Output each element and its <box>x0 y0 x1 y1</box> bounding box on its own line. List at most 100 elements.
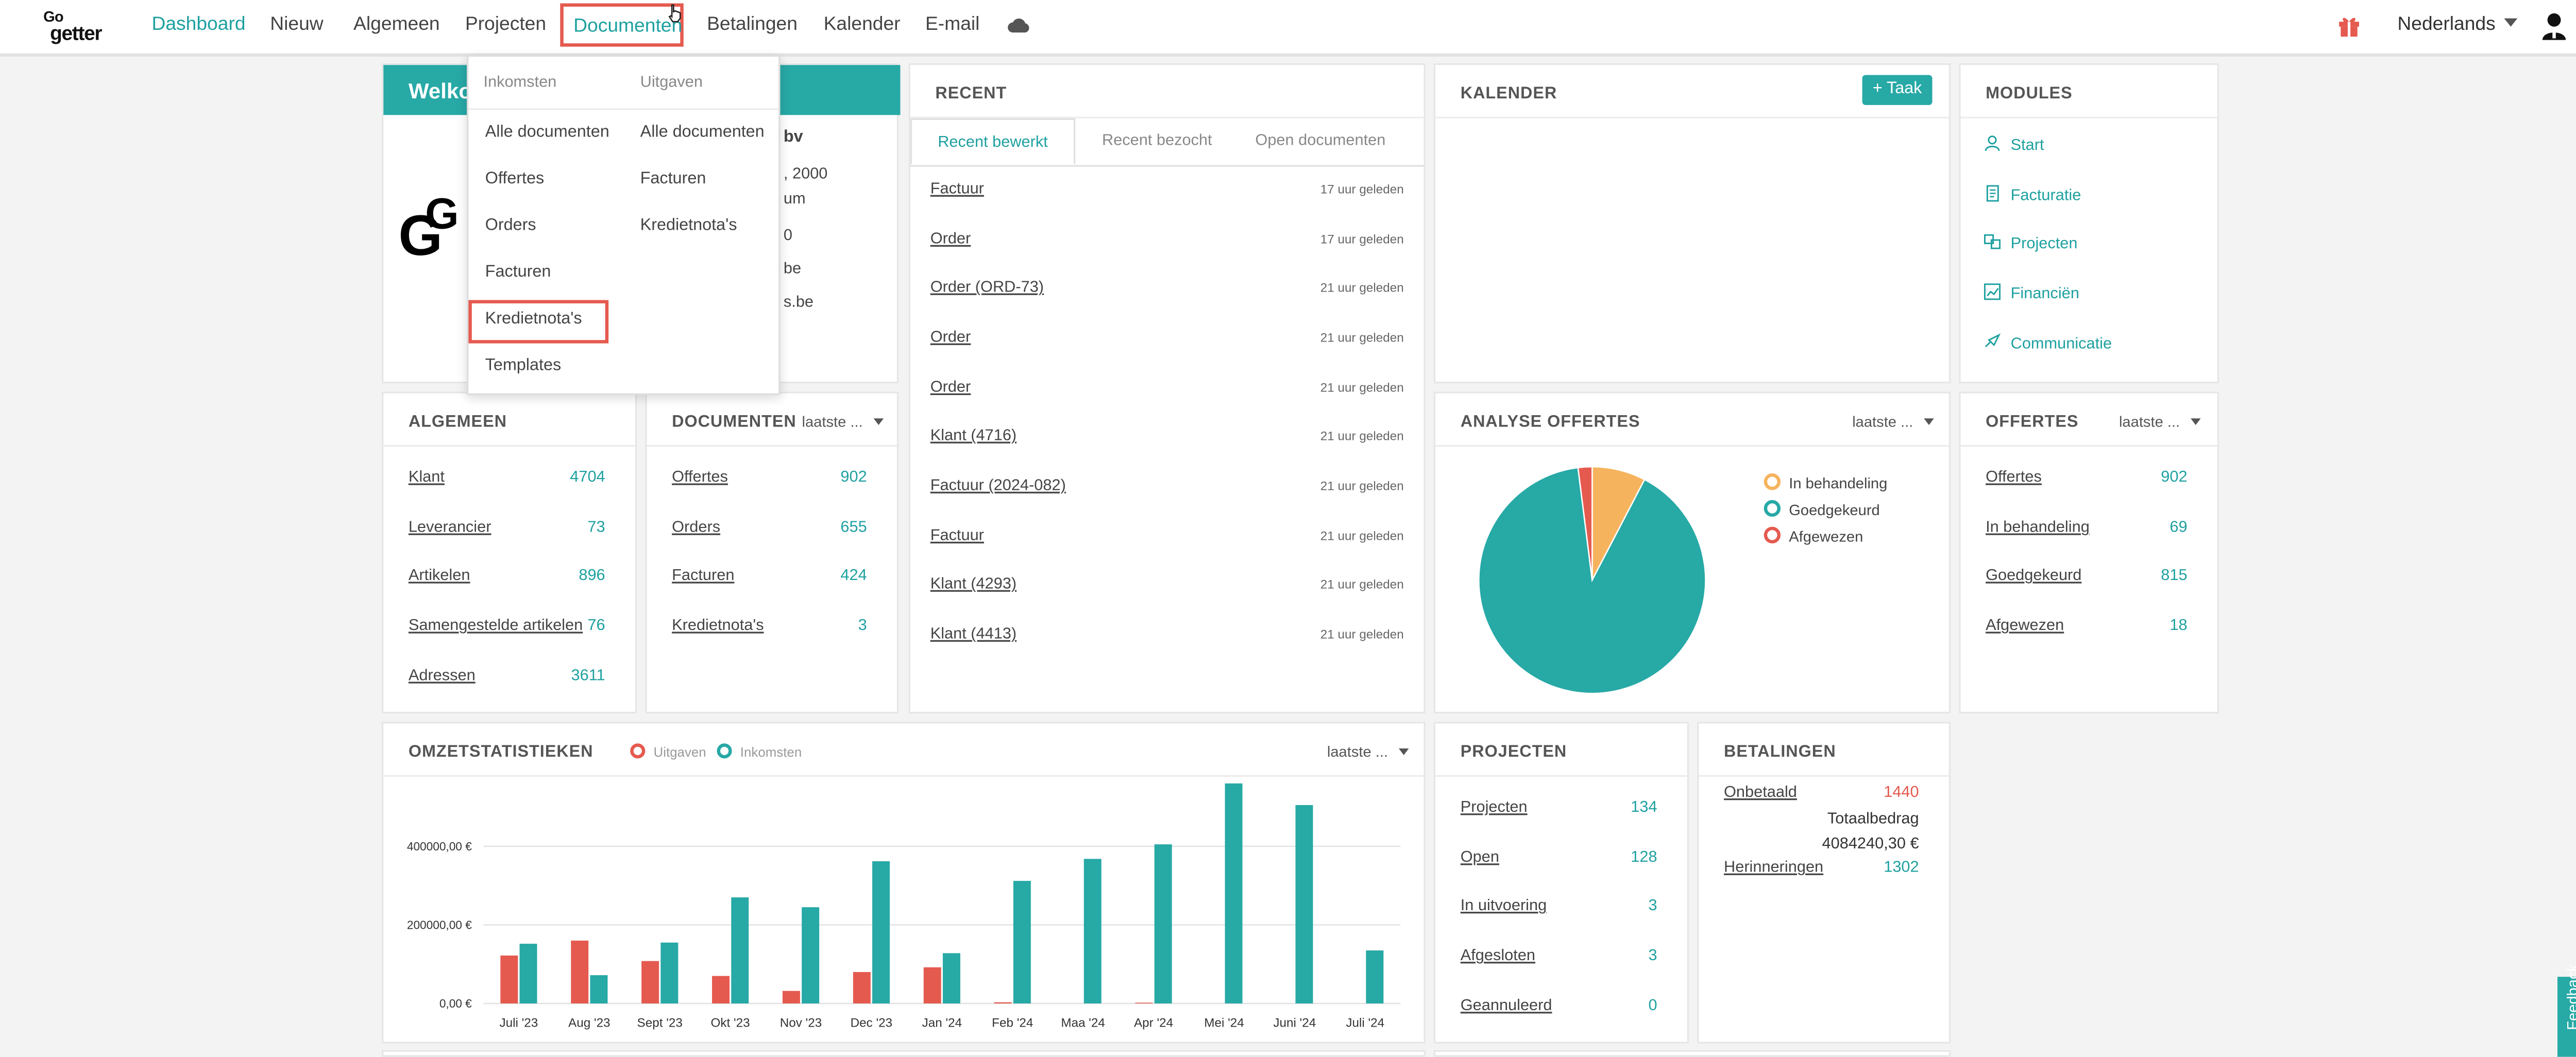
pie-slice-in-behandeling[interactable] <box>1591 466 1646 581</box>
stat-row[interactable]: In behandeling 69 <box>1986 518 2188 541</box>
nav-dashboard[interactable]: Dashboard <box>151 15 246 35</box>
pie-slice-goedgekeurd[interactable] <box>1478 467 1706 694</box>
recent-row[interactable]: Klant (4413) 21 uur geleden <box>930 625 1404 649</box>
module-facturatie[interactable]: Facturatie <box>1984 185 2081 208</box>
stat-row[interactable]: In uitvoering 3 <box>1461 897 1657 920</box>
recent-row-label[interactable]: Order (ORD-73) <box>930 278 1044 297</box>
bar-inkomsten[interactable] <box>590 975 608 1004</box>
bar-uitgaven[interactable] <box>994 1002 1012 1004</box>
menu-item-inkomsten-offertes[interactable]: Offertes <box>485 170 545 189</box>
nav-projecten[interactable]: Projecten <box>465 15 547 35</box>
stat-row[interactable]: Artikelen 896 <box>409 567 605 590</box>
stat-label[interactable]: Kredietnota's <box>672 617 764 635</box>
bar-inkomsten[interactable] <box>1366 950 1384 1004</box>
add-task-button[interactable]: + Taak <box>1862 75 1933 105</box>
bar-uitgaven[interactable] <box>500 956 518 1004</box>
bar-inkomsten[interactable] <box>1013 881 1031 1004</box>
stat-row[interactable]: Offertes 902 <box>1986 468 2188 491</box>
stat-row[interactable]: Facturen 424 <box>672 567 867 590</box>
recent-row-label[interactable]: Order <box>930 230 971 249</box>
stat-row[interactable]: Adressen 3611 <box>409 667 605 690</box>
bar-uitgaven[interactable] <box>853 972 871 1004</box>
stat-label[interactable]: Leverancier <box>408 518 492 537</box>
bar-inkomsten[interactable] <box>660 942 679 1004</box>
stat-row[interactable]: Goedgekeurd 815 <box>1986 567 2188 590</box>
recent-row-label[interactable]: Factuur (2024-082) <box>930 476 1066 496</box>
module-projecten[interactable]: Projecten <box>1984 233 2078 257</box>
bar-uitgaven[interactable] <box>641 961 659 1004</box>
stat-row[interactable]: Open 128 <box>1461 848 1657 872</box>
gogetter-logo[interactable]: Go getter <box>40 8 124 45</box>
bar-inkomsten[interactable] <box>519 944 537 1004</box>
recent-row[interactable]: Order (ORD-73) 21 uur geleden <box>930 278 1404 301</box>
recent-row[interactable]: Order 21 uur geleden <box>930 328 1404 351</box>
stat-label[interactable]: In behandeling <box>1986 518 2090 537</box>
stat-row[interactable]: Onbetaald 1440 <box>1724 783 1919 807</box>
stat-label[interactable]: Facturen <box>672 567 735 585</box>
recent-row-label[interactable]: Klant (4413) <box>930 625 1017 644</box>
bar-inkomsten[interactable] <box>1083 859 1101 1004</box>
recent-row[interactable]: Order 21 uur geleden <box>930 379 1404 402</box>
bar-inkomsten[interactable] <box>872 861 890 1004</box>
stat-label[interactable]: Adressen <box>408 667 476 685</box>
stat-row[interactable]: Leverancier 73 <box>409 518 605 541</box>
menu-item-inkomsten-templates[interactable]: Templates <box>485 356 562 376</box>
menu-item-uitgaven-alle-documenten[interactable]: Alle documenten <box>640 123 765 142</box>
bar-uitgaven[interactable] <box>923 967 941 1004</box>
bar-uitgaven[interactable] <box>571 941 589 1004</box>
nav-email[interactable]: E-mail <box>925 15 980 35</box>
stat-row[interactable]: Klant 4704 <box>409 468 605 491</box>
stat-label[interactable]: Onbetaald <box>1724 783 1797 802</box>
recent-row-label[interactable]: Factuur <box>930 180 984 199</box>
cloud-icon[interactable] <box>1007 16 1030 33</box>
nav-algemeen[interactable]: Algemeen <box>353 15 440 35</box>
stat-label[interactable]: Klant <box>408 468 445 487</box>
documenten-period-filter[interactable]: laatste ... <box>802 414 883 430</box>
gift-icon[interactable] <box>2337 15 2361 37</box>
stat-label[interactable]: Projecten <box>1460 798 1528 817</box>
recent-row-label[interactable]: Order <box>930 328 971 347</box>
bar-uitgaven[interactable] <box>712 976 730 1004</box>
stat-row[interactable]: Geannuleerd 0 <box>1461 997 1657 1020</box>
module-financien[interactable]: Financiën <box>1984 283 2079 306</box>
recent-row-label[interactable]: Klant (4293) <box>930 575 1017 594</box>
bar-uitgaven[interactable] <box>1135 1002 1153 1004</box>
language-selector[interactable]: Nederlands <box>2397 15 2517 35</box>
nav-betalingen[interactable]: Betalingen <box>707 15 798 35</box>
bar-uitgaven[interactable] <box>782 991 800 1004</box>
stat-row[interactable]: Afgesloten 3 <box>1461 947 1657 970</box>
legend-uitgaven[interactable]: Uitgaven <box>630 743 706 760</box>
menu-item-inkomsten-alle-documenten[interactable]: Alle documenten <box>485 123 609 142</box>
module-communicatie[interactable]: Communicatie <box>1984 333 2112 356</box>
bar-inkomsten[interactable] <box>942 953 960 1004</box>
nav-kalender[interactable]: Kalender <box>823 15 901 35</box>
bar-inkomsten[interactable] <box>1154 844 1172 1004</box>
menu-item-inkomsten-kredietnotas[interactable]: Kredietnota's <box>485 310 582 329</box>
menu-item-inkomsten-facturen[interactable]: Facturen <box>485 263 551 282</box>
bar-inkomsten[interactable] <box>731 897 749 1004</box>
user-account-icon[interactable] <box>2541 12 2568 42</box>
tab-recent-bezocht[interactable]: Recent bezocht <box>1101 131 1212 150</box>
stat-label[interactable]: Geannuleerd <box>1460 997 1552 1015</box>
pie-slice-afgewezen[interactable] <box>1577 466 1593 581</box>
stat-label[interactable]: Afgewezen <box>1986 617 2064 635</box>
bar-inkomsten[interactable] <box>1225 783 1243 1004</box>
nav-documenten[interactable]: Documenten <box>560 3 684 47</box>
stat-row[interactable]: Herinneringen 1302 <box>1724 859 1919 882</box>
menu-item-inkomsten-orders[interactable]: Orders <box>485 216 536 235</box>
recent-row[interactable]: Factuur (2024-082) 21 uur geleden <box>930 476 1404 500</box>
stat-label[interactable]: Artikelen <box>408 567 470 585</box>
stat-label[interactable]: Afgesloten <box>1460 947 1536 965</box>
recent-row-label[interactable]: Factuur <box>930 526 984 545</box>
stat-row[interactable]: Afgewezen 18 <box>1986 617 2188 640</box>
stat-row[interactable]: Kredietnota's 3 <box>672 617 867 640</box>
stat-label[interactable]: Herinneringen <box>1724 858 1824 877</box>
stat-label[interactable]: Open <box>1460 848 1499 867</box>
nav-nieuw[interactable]: Nieuw <box>270 15 324 35</box>
recent-row-label[interactable]: Klant (4716) <box>930 427 1017 446</box>
recent-row[interactable]: Factuur 21 uur geleden <box>930 527 1404 550</box>
stat-row[interactable]: Projecten 134 <box>1461 798 1657 822</box>
recent-row[interactable]: Factuur 17 uur geleden <box>930 180 1404 203</box>
analyse-period-filter[interactable]: laatste ... <box>1852 414 1934 430</box>
legend-inkomsten[interactable]: Inkomsten <box>717 743 802 760</box>
